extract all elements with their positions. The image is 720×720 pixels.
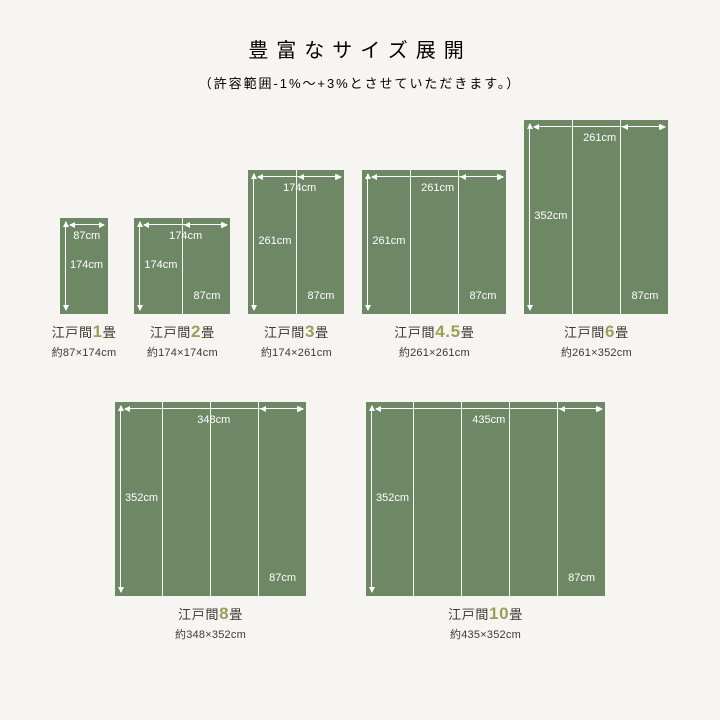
page-title: 豊富なサイズ展開 (0, 34, 720, 63)
unit-width-arrow (461, 176, 503, 177)
height-label: 174cm (144, 259, 177, 271)
unit-width-arrow (299, 176, 341, 177)
size-label: 江戸間8畳 (178, 604, 243, 624)
label-count: 6 (605, 322, 615, 341)
height-arrow (529, 124, 530, 310)
unit-width-label: 87cm (269, 572, 296, 584)
size-label: 江戸間6畳 (564, 322, 629, 342)
label-prefix: 江戸間 (264, 325, 305, 340)
mat (621, 120, 668, 314)
label-prefix: 江戸間 (178, 607, 219, 622)
height-arrow (65, 222, 66, 310)
unit-width-arrow (560, 408, 602, 409)
size-item-edo45: 261cm 261cm 87cm 江戸間4.5畳約261×261cm (362, 170, 506, 360)
unit-width-arrow (623, 126, 665, 127)
mat (211, 402, 258, 596)
width-label: 174cm (169, 230, 202, 242)
width-label: 435cm (472, 414, 505, 426)
tatami-diagram: 261cm 174cm 87cm (248, 170, 344, 314)
size-dimensions: 約174×174cm (147, 344, 218, 360)
size-dimensions: 約435×352cm (450, 626, 521, 642)
unit-width-label: 87cm (631, 290, 658, 302)
label-count: 1 (93, 322, 103, 341)
size-item-edo2: 174cm 174cm 87cm 江戸間2畳約174×174cm (134, 218, 230, 360)
label-count: 3 (305, 322, 315, 341)
unit-width-label: 87cm (307, 290, 334, 302)
size-label: 江戸間10畳 (448, 604, 523, 624)
unit-width-arrow (261, 408, 303, 409)
label-prefix: 江戸間 (150, 325, 191, 340)
label-prefix: 江戸間 (52, 325, 93, 340)
label-suffix: 畳 (509, 607, 523, 622)
label-suffix: 畳 (201, 325, 215, 340)
label-suffix: 畳 (103, 325, 117, 340)
tatami-diagram: 174cm 174cm 87cm (134, 218, 230, 314)
content: 豊富なサイズ展開 （許容範囲-1%〜+3%とさせていただきます。） 174cm 8… (0, 0, 720, 642)
label-prefix: 江戸間 (448, 607, 489, 622)
mat (573, 120, 620, 314)
label-count: 2 (191, 322, 201, 341)
unit-width-label: 87cm (568, 572, 595, 584)
label-suffix: 畳 (315, 325, 329, 340)
unit-width-label: 87cm (193, 290, 220, 302)
row-1: 174cm87cm江戸間1畳約87×174cm174cm174cm87cm江戸間… (0, 120, 720, 360)
height-arrow (367, 174, 368, 310)
width-label: 261cm (583, 132, 616, 144)
size-item-edo1: 174cm 87cm 江戸間1畳約87×174cm (52, 218, 117, 360)
size-dimensions: 約87×174cm (52, 344, 117, 360)
mat (163, 402, 210, 596)
size-dimensions: 約261×352cm (561, 344, 632, 360)
label-count: 10 (489, 604, 509, 623)
size-dimensions: 約261×261cm (399, 344, 470, 360)
label-suffix: 畳 (229, 607, 243, 622)
size-dimensions: 約348×352cm (175, 626, 246, 642)
size-item-edo8: 352cm 348cm 87cm 江戸間8畳約348×352cm (115, 402, 306, 642)
size-label: 江戸間4.5畳 (394, 322, 474, 342)
size-label: 江戸間2畳 (150, 322, 215, 342)
tolerance-note: （許容範囲-1%〜+3%とさせていただきます。） (0, 73, 720, 92)
mat (462, 402, 509, 596)
size-label: 江戸間1畳 (52, 322, 117, 342)
row-2: 352cm348cm87cm江戸間8畳約348×352cm352cm435cm8… (0, 402, 720, 642)
width-label: 174cm (283, 182, 316, 194)
size-label: 江戸間3畳 (264, 322, 329, 342)
height-arrow (371, 406, 372, 592)
diagram-rows: 174cm87cm江戸間1畳約87×174cm174cm174cm87cm江戸間… (0, 120, 720, 642)
height-arrow (139, 222, 140, 310)
unit-width-arrow (185, 224, 227, 225)
mat (558, 402, 605, 596)
size-item-edo10: 352cm 435cm 87cm 江戸間10畳約435×352cm (366, 402, 605, 642)
size-item-edo6: 352cm 261cm 87cm 江戸間6畳約261×352cm (524, 120, 668, 360)
height-label: 261cm (372, 235, 405, 247)
label-prefix: 江戸間 (394, 325, 435, 340)
mat (259, 402, 306, 596)
height-label: 352cm (125, 492, 158, 504)
width-label: 348cm (197, 414, 230, 426)
label-count: 8 (219, 604, 229, 623)
tatami-diagram: 174cm 87cm (60, 218, 108, 314)
label-count: 4.5 (435, 322, 461, 341)
height-arrow (253, 174, 254, 310)
width-label: 261cm (421, 182, 454, 194)
mat (414, 402, 461, 596)
height-label: 352cm (534, 210, 567, 222)
height-label: 174cm (70, 259, 103, 271)
tatami-diagram: 261cm 261cm 87cm (362, 170, 506, 314)
label-suffix: 畳 (615, 325, 629, 340)
tatami-diagram: 352cm 435cm 87cm (366, 402, 605, 596)
width-arrow (70, 224, 104, 225)
mat (510, 402, 557, 596)
label-suffix: 畳 (461, 325, 475, 340)
height-label: 352cm (376, 492, 409, 504)
height-arrow (120, 406, 121, 592)
tatami-diagram: 352cm 261cm 87cm (524, 120, 668, 314)
height-label: 261cm (258, 235, 291, 247)
unit-width-label: 87cm (469, 290, 496, 302)
size-item-edo3: 261cm 174cm 87cm 江戸間3畳約174×261cm (248, 170, 344, 360)
width-label: 87cm (73, 230, 100, 242)
tatami-diagram: 352cm 348cm 87cm (115, 402, 306, 596)
size-dimensions: 約174×261cm (261, 344, 332, 360)
label-prefix: 江戸間 (564, 325, 605, 340)
